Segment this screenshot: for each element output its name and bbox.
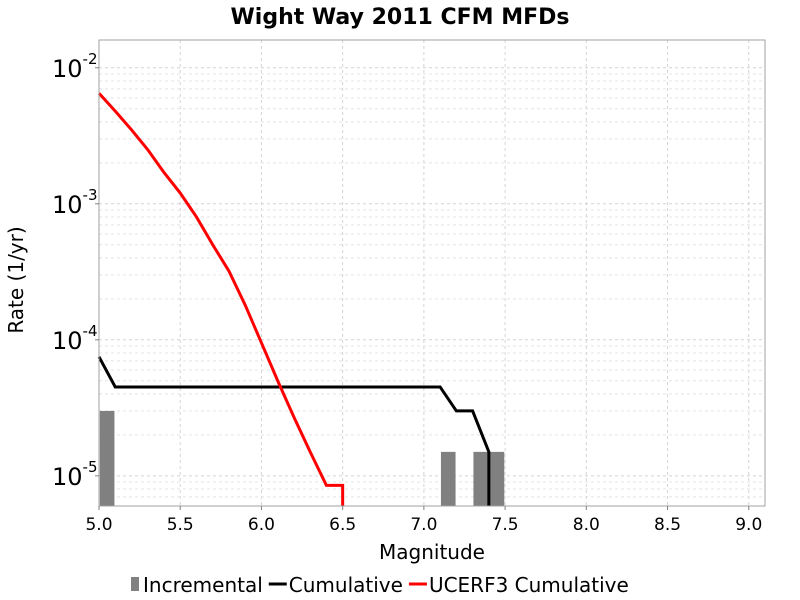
y-tick-exponent: -3: [83, 186, 98, 204]
grid: [98, 40, 765, 507]
legend-label-ucerf3-cumulative: UCERF3 Cumulative: [429, 573, 629, 597]
incremental-bar: [473, 451, 489, 506]
y-tick-label: 10-5: [52, 458, 98, 491]
x-tick-label: 8.5: [654, 515, 681, 535]
x-tick-label: 5.0: [85, 515, 112, 535]
y-tick-label: 10-4: [52, 322, 98, 355]
legend-label-cumulative: Cumulative: [289, 573, 403, 597]
x-tick-label: 9.0: [735, 515, 762, 535]
plot-background: [99, 40, 765, 506]
incremental-bar: [489, 451, 505, 506]
y-axis-label: Rate (1/yr): [4, 226, 28, 333]
x-tick-label: 6.0: [248, 515, 275, 535]
incremental-bar: [99, 410, 115, 506]
y-tick-label: 10-2: [52, 50, 98, 83]
series-lines: [97, 92, 491, 506]
x-tick-label: 5.5: [167, 515, 194, 535]
incremental-bars: [99, 410, 505, 506]
y-axis-ticks: 10-2 10-3 10-4 10-5: [52, 50, 99, 491]
x-tick-label: 7.0: [410, 515, 437, 535]
y-tick-exponent: -5: [83, 458, 98, 476]
legend-label-incremental: Incremental: [143, 573, 263, 597]
x-tick-label: 8.0: [573, 515, 600, 535]
chart-title: Wight Way 2011 CFM MFDs: [231, 5, 570, 30]
legend-swatch-incremental: [131, 577, 139, 591]
incremental-bar: [440, 451, 456, 506]
x-tick-label: 6.5: [329, 515, 356, 535]
plot-frame: [98, 39, 766, 507]
y-tick-exponent: -2: [83, 50, 98, 68]
x-tick-label: 7.5: [492, 515, 519, 535]
cumulative-line: [97, 356, 491, 506]
y-tick-exponent: -4: [83, 322, 98, 340]
ucerf3-cumulative-line: [97, 92, 345, 506]
x-axis-label: Magnitude: [379, 540, 485, 564]
x-axis-ticks: 5.0 5.5 6.0 6.5 7.0 7.5 8.0 8.5 9.0: [85, 506, 762, 535]
legend: Incremental Cumulative UCERF3 Cumulative: [131, 573, 629, 597]
y-tick-label: 10-3: [52, 186, 98, 219]
